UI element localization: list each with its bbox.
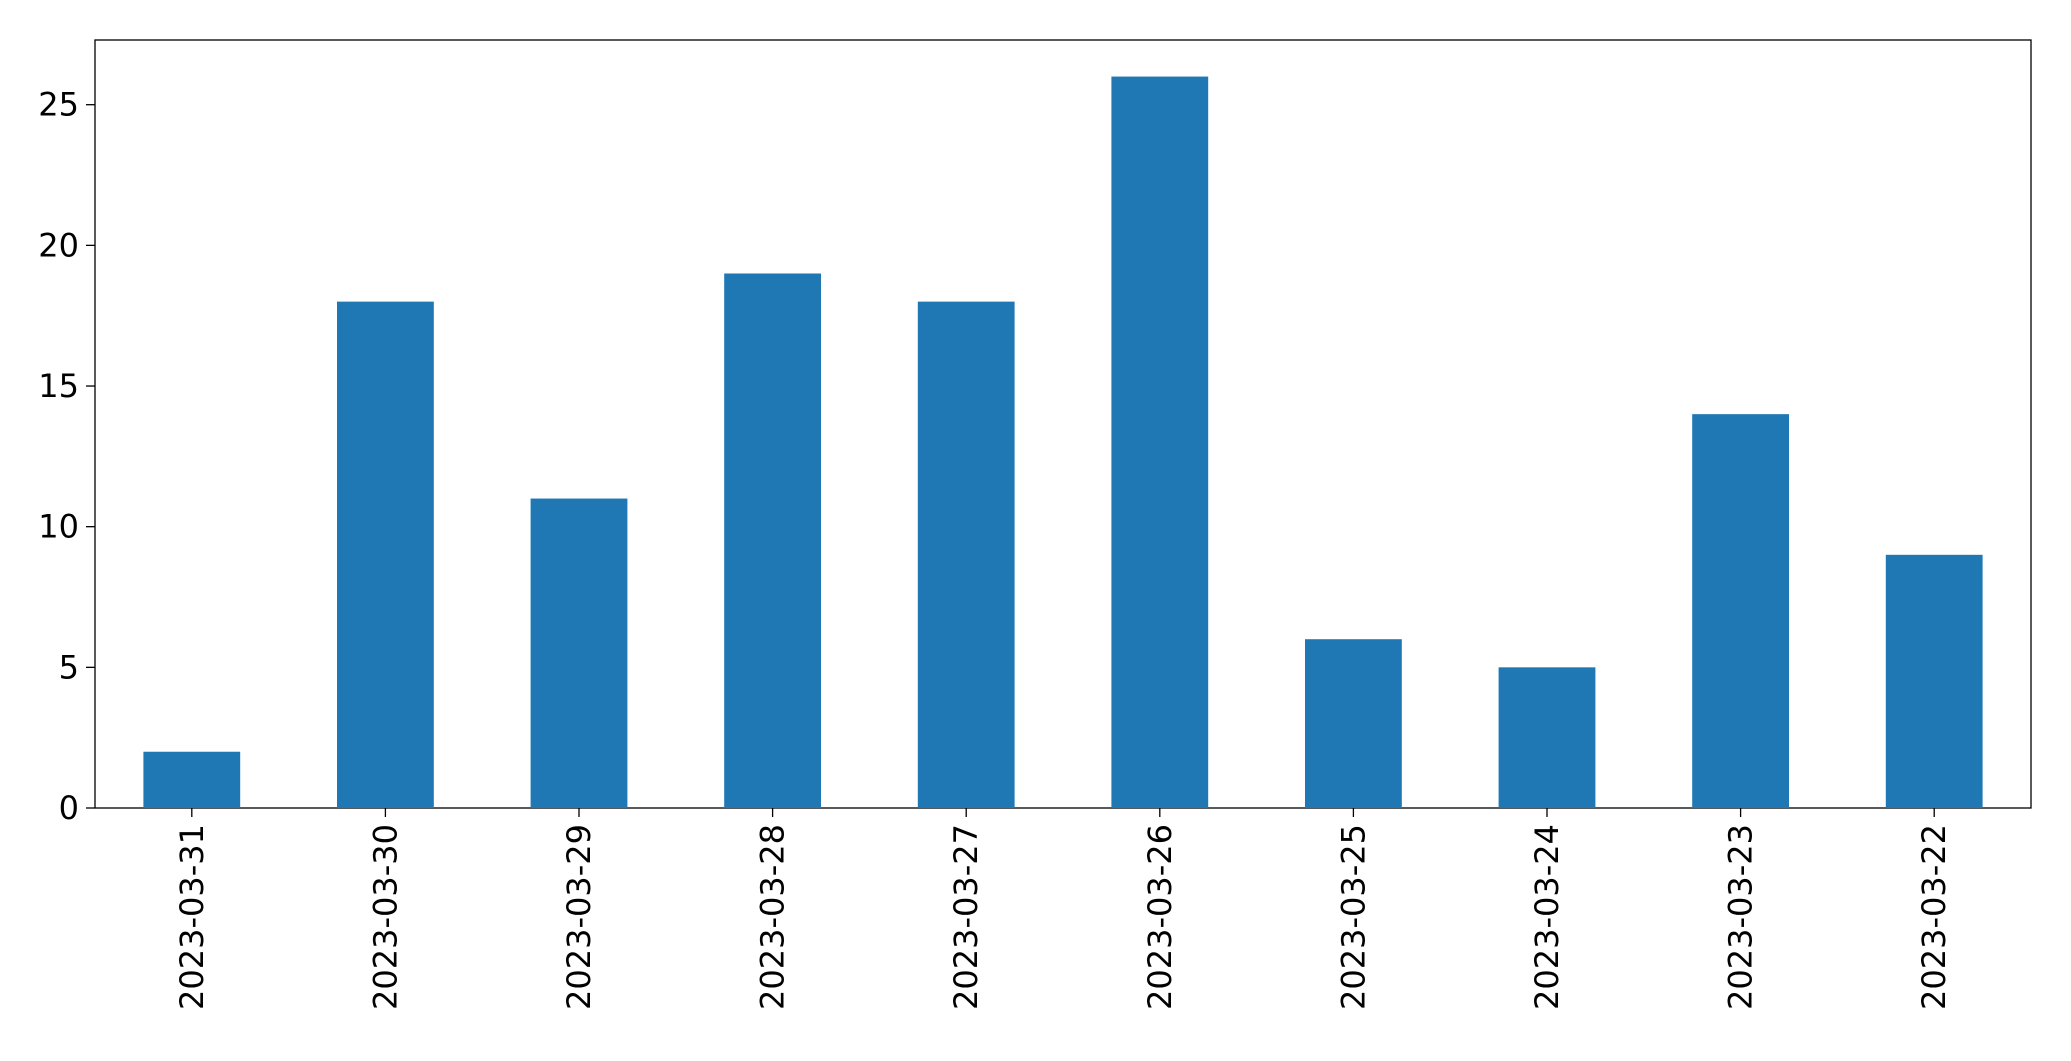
bar: [1111, 76, 1209, 809]
y-tick-label: 0: [59, 789, 79, 827]
x-tick-label: 2023-03-23: [1722, 824, 1760, 1010]
y-tick-label: 5: [59, 648, 79, 686]
bar: [1692, 414, 1789, 808]
x-tick-label: 2023-03-22: [1915, 824, 1953, 1010]
bar: [143, 751, 241, 808]
x-tick-label: 2023-03-29: [560, 824, 598, 1010]
y-tick-label: 10: [38, 508, 79, 546]
x-tick-label: 2023-03-24: [1528, 824, 1566, 1010]
x-tick-label: 2023-03-26: [1141, 824, 1179, 1010]
bar: [1498, 667, 1596, 808]
bar: [1885, 554, 1983, 808]
x-tick-label: 2023-03-28: [754, 824, 792, 1010]
y-tick-label: 20: [38, 226, 79, 264]
bar: [1305, 639, 1402, 808]
y-tick-label: 15: [38, 367, 79, 405]
plot-frame: [94, 39, 2032, 809]
bar: [337, 301, 434, 808]
x-tick-label: 2023-03-27: [947, 824, 985, 1010]
x-tick-label: 2023-03-31: [173, 824, 211, 1010]
x-tick-label: 2023-03-30: [366, 824, 404, 1010]
bar: [530, 498, 628, 808]
bar: [724, 273, 821, 808]
y-tick-label: 25: [38, 86, 79, 124]
x-tick-label: 2023-03-25: [1334, 824, 1372, 1010]
bar: [917, 301, 1015, 808]
